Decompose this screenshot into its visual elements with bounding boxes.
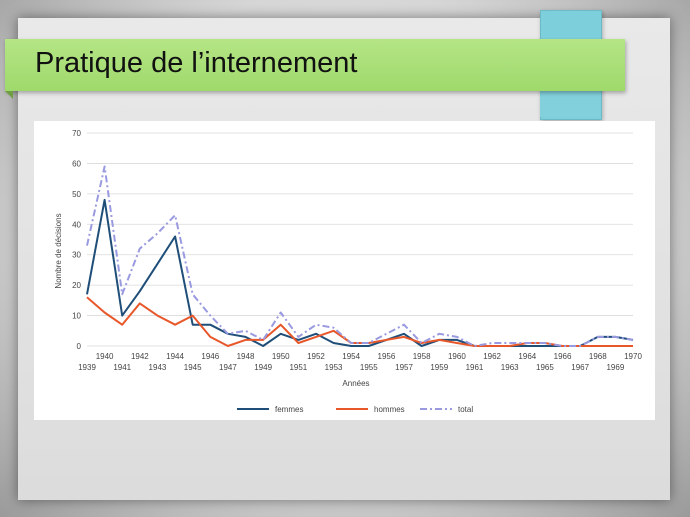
y-tick-label: 60 <box>72 159 81 168</box>
x-tick-label: 1963 <box>501 363 519 372</box>
x-tick-label: 1954 <box>342 352 360 361</box>
x-tick-label: 1957 <box>395 363 413 372</box>
x-tick-label: 1962 <box>483 352 501 361</box>
y-tick-label: 50 <box>72 190 81 199</box>
x-tick-label: 1953 <box>325 363 343 372</box>
series-lines <box>86 165 634 347</box>
x-tick-label: 1939 <box>78 363 96 372</box>
legend-label-femmes: femmes <box>275 405 303 414</box>
x-tick-label: 1943 <box>149 363 167 372</box>
x-tick-label: 1950 <box>272 352 290 361</box>
y-tick-labels: 0 10 20 30 40 50 60 70 <box>72 129 81 351</box>
x-tick-label: 1941 <box>113 363 131 372</box>
series-line-hommes <box>86 296 633 347</box>
x-tick-label: 1956 <box>378 352 396 361</box>
x-tick-label: 1952 <box>307 352 325 361</box>
x-tick-label: 1959 <box>430 363 448 372</box>
x-tick-label: 1960 <box>448 352 466 361</box>
y-tick-label: 40 <box>72 220 81 229</box>
x-tick-label: 1958 <box>413 352 431 361</box>
series-line-femmes <box>86 198 634 347</box>
x-tick-label: 1951 <box>289 363 307 372</box>
x-tick-label: 1961 <box>466 363 484 372</box>
x-tick-label: 1969 <box>606 363 624 372</box>
x-tick-label: 1948 <box>237 352 255 361</box>
x-tick-label: 1966 <box>554 352 572 361</box>
x-tick-label: 1944 <box>166 352 184 361</box>
y-tick-label: 0 <box>77 342 82 351</box>
series-line-total <box>86 165 634 347</box>
x-tick-label: 1946 <box>201 352 219 361</box>
y-tick-label: 20 <box>72 281 81 290</box>
title-banner-fold <box>5 91 13 99</box>
x-tick-label: 1970 <box>624 352 642 361</box>
x-axis-label: Années <box>342 379 369 388</box>
x-tick-label: 1945 <box>184 363 202 372</box>
x-tick-label: 1947 <box>219 363 237 372</box>
y-tick-label: 30 <box>72 251 81 260</box>
x-tick-label: 1964 <box>518 352 536 361</box>
legend-label-hommes: hommes <box>374 405 405 414</box>
x-tick-label: 1968 <box>589 352 607 361</box>
y-tick-label: 10 <box>72 312 81 321</box>
legend: femmes hommes total <box>237 405 473 414</box>
slide-title: Pratique de l’internement <box>35 47 358 79</box>
legend-label-total: total <box>458 405 473 414</box>
grid-lines <box>87 132 633 347</box>
x-tick-label: 1965 <box>536 363 554 372</box>
x-tick-label: 1967 <box>571 363 589 372</box>
y-tick-label: 70 <box>72 129 81 138</box>
title-banner: Pratique de l’internement <box>5 39 625 91</box>
x-tick-label: 1940 <box>96 352 114 361</box>
x-tick-label: 1949 <box>254 363 272 372</box>
chart-area: 0 10 20 30 40 50 60 70 1939 1940 1941 1942 1943 1944… <box>34 121 655 420</box>
decorative-teal-strip <box>540 90 600 117</box>
x-tick-label: 1955 <box>360 363 378 372</box>
x-tick-label: 1942 <box>131 352 149 361</box>
y-axis-label: Nombre de décisions <box>54 213 63 288</box>
